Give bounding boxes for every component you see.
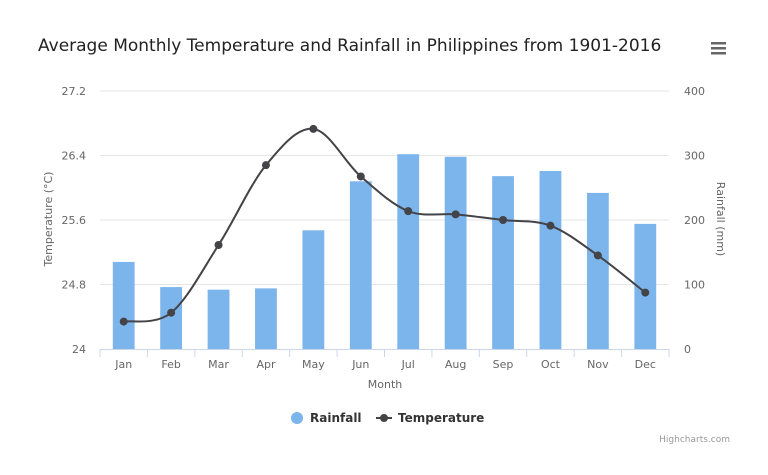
left-tick-label: 24.8 [62,279,87,292]
legend-temperature-symbol [380,414,388,422]
temperature-point[interactable] [167,308,176,317]
rainfall-bar[interactable] [112,261,135,349]
right-tick-label: 100 [684,279,705,292]
chart-title: Average Monthly Temperature and Rainfall… [38,36,661,56]
gridlines [100,90,669,285]
right-tick-label: 0 [684,343,691,356]
rainfall-bar[interactable] [160,287,183,349]
left-tick-label: 26.4 [62,150,87,163]
x-tick-label: Nov [587,358,609,371]
temperature-point[interactable] [451,210,460,219]
temperature-point[interactable] [261,161,270,170]
credit-link[interactable]: Highcharts.com [659,435,730,445]
menu-button[interactable] [704,36,732,60]
right-tick-label: 400 [684,85,705,98]
legend-rainfall-label: Rainfall [310,411,362,425]
rainfall-bar[interactable] [539,170,562,349]
rainfall-bar[interactable] [207,289,230,349]
left-tick-label: 25.6 [62,214,87,227]
rainfall-bar[interactable] [302,230,325,349]
right-tick-label: 200 [684,214,705,227]
x-tick-label: Sep [493,358,514,371]
legend-item-rainfall[interactable]: Rainfall [291,411,362,425]
left-axis-title: Temperature (°C) [42,172,55,268]
left-tick-label: 24 [72,343,86,356]
rainfall-bar[interactable] [255,288,277,349]
x-tick-label: Mar [208,358,229,371]
x-axis-title: Month [368,378,403,391]
x-tick-label: Jun [351,358,369,371]
rainfall-bar[interactable] [634,223,657,349]
temperature-point[interactable] [641,288,650,297]
x-tick-label: Feb [161,358,180,371]
rainfall-bar[interactable] [586,192,609,349]
left-axis-ticks: 24 24.8 25.6 26.4 27.2 [62,85,87,356]
rainfall-bar[interactable] [444,156,467,349]
x-tick-label: Jul [401,358,415,371]
temperature-point[interactable] [214,240,223,249]
x-tick-label: Oct [541,358,561,371]
temperature-point[interactable] [404,207,413,216]
right-axis-title: Rainfall (mm) [714,182,727,256]
x-axis: Jan Feb Mar Apr May Jun Jul Aug Sep Oct Nov Dec [99,349,670,371]
hamburger-menu-icon-bar[interactable] [711,47,726,50]
temperature-line [119,124,650,326]
legend-item-temperature[interactable]: Temperature [376,411,484,425]
temperature-point[interactable] [356,172,365,181]
hamburger-menu-icon[interactable] [711,42,726,45]
legend-temperature-label: Temperature [398,411,484,425]
x-tick-label: Apr [256,358,276,371]
hamburger-menu-icon-bar[interactable] [711,52,726,55]
rainfall-bar[interactable] [492,176,514,349]
legend: Rainfall Temperature [291,411,484,425]
x-tick-label: Aug [445,358,466,371]
rainfall-bars [112,154,657,349]
rainfall-bar[interactable] [349,181,372,349]
temperature-point[interactable] [593,251,602,260]
rainfall-bar[interactable] [397,154,420,349]
x-tick-label: May [302,358,325,371]
right-axis-ticks: 0 100 200 300 400 [684,85,705,356]
x-tick-label: Dec [635,358,656,371]
temperature-line-path [123,127,646,323]
temperature-point[interactable] [546,221,555,230]
temperature-point[interactable] [309,124,318,133]
temperature-point[interactable] [119,317,128,326]
x-tick-label: Jan [114,358,132,371]
temperature-point[interactable] [499,216,508,224]
left-tick-label: 27.2 [62,85,87,98]
right-tick-label: 300 [684,150,705,163]
legend-rainfall-symbol [291,412,303,424]
